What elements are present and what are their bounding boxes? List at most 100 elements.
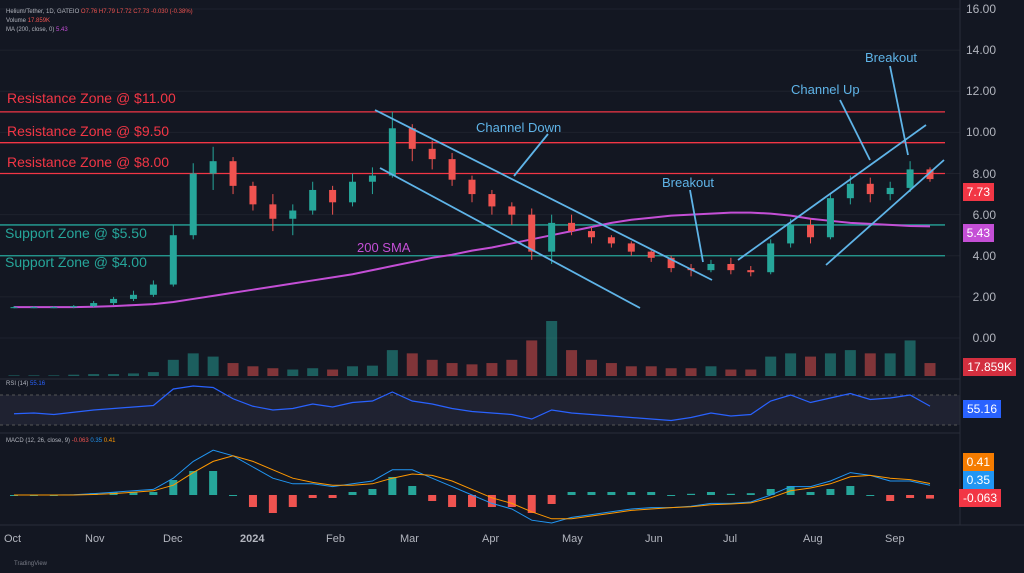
x-tick-label: Dec xyxy=(163,533,183,545)
volume-bar xyxy=(446,363,458,376)
volume-bar xyxy=(844,350,856,376)
macd-histogram-bar xyxy=(169,480,178,495)
macd-histogram-bar xyxy=(288,495,297,507)
channel-up-upper xyxy=(737,124,927,261)
macd-hist-badge: -0.063 xyxy=(958,489,1001,507)
volume-bar xyxy=(605,363,617,376)
candle-body xyxy=(727,263,735,271)
volume-bar xyxy=(8,375,20,376)
channel-down-upper xyxy=(374,109,713,281)
macd-histogram-bar xyxy=(209,471,218,495)
volume-bar xyxy=(426,359,438,376)
volume-bar xyxy=(805,356,817,376)
volume-bar xyxy=(765,356,777,376)
macd-histogram-bar xyxy=(746,493,755,495)
channel-down-lower xyxy=(379,167,641,309)
x-tick-label: Aug xyxy=(803,533,823,545)
candle-body xyxy=(548,222,556,252)
legend-ma-value: 5.43 xyxy=(56,27,68,33)
macd-histogram-bar xyxy=(806,492,815,495)
legend-macd-label: MACD (12, 26, close, 9) xyxy=(6,438,71,444)
volume-bar xyxy=(685,368,697,376)
volume-bar xyxy=(566,350,578,376)
macd-histogram-bar xyxy=(308,495,317,498)
breakout-arrow-2 xyxy=(889,65,909,156)
legend-volume-label: Volume xyxy=(6,18,27,24)
candle-body xyxy=(70,306,78,308)
x-tick-label: Sep xyxy=(885,533,905,545)
candle-body xyxy=(707,263,715,271)
candle-body xyxy=(587,231,595,238)
macd-histogram-bar xyxy=(368,489,377,495)
macd-histogram-bar xyxy=(647,492,656,495)
candle-body xyxy=(249,185,257,205)
candle-body xyxy=(886,187,894,195)
candle-body xyxy=(90,303,98,307)
breakout-label-1: Breakout xyxy=(662,175,715,190)
macd-histogram-bar xyxy=(886,495,895,501)
candle-body xyxy=(607,237,615,244)
volume-bar xyxy=(506,359,518,376)
volume-bar xyxy=(546,321,558,376)
macd-histogram-bar xyxy=(448,495,457,507)
volume-bar xyxy=(785,353,797,376)
candle-body xyxy=(508,206,516,215)
volume-bar xyxy=(884,353,896,376)
macd-histogram-bar xyxy=(129,492,138,495)
x-tick-label: Oct xyxy=(4,533,22,545)
breakout-label-2: Breakout xyxy=(865,50,918,65)
legend-rsi-value: 55.16 xyxy=(30,381,46,387)
resistance-9-5-label: Resistance Zone @ $9.50 xyxy=(7,123,170,139)
volume-bar xyxy=(108,374,120,376)
candle-body xyxy=(30,307,38,309)
x-tick-label: Mar xyxy=(400,533,419,545)
candle-body xyxy=(468,179,476,195)
macd-line-badge: 0.35 xyxy=(962,471,994,489)
macd-histogram-bar xyxy=(487,495,496,507)
volume-bar xyxy=(386,350,398,376)
legend-ma-label: MA (200, close, 0) xyxy=(6,27,55,33)
macd-signal-line xyxy=(14,455,931,520)
macd-histogram-bar xyxy=(687,493,696,495)
legend-macd-hist: -0.063 xyxy=(71,438,89,444)
macd-histogram-bar xyxy=(706,492,715,495)
candle-body xyxy=(209,161,217,174)
candle-body xyxy=(269,204,277,219)
legend-symbol: Helium/Tether, 1D, GATEIO O7.76 H7.79 L7… xyxy=(6,9,193,15)
candle-body xyxy=(866,183,874,195)
volume-bar xyxy=(88,374,100,376)
candle-body xyxy=(50,307,58,309)
candle-body xyxy=(627,243,635,252)
sma-label: 200 SMA xyxy=(357,240,411,255)
volume-bar xyxy=(48,375,60,376)
volume-bar xyxy=(705,366,717,376)
candle-body xyxy=(309,189,317,211)
macd-histogram-bar xyxy=(547,495,556,504)
candle-body xyxy=(289,210,297,219)
y-tick-label: 10.00 xyxy=(965,125,996,140)
tradingview-logo[interactable]: TradingView xyxy=(14,561,48,567)
y-tick-label: 4.00 xyxy=(972,248,996,263)
rsi-line xyxy=(13,385,931,422)
legend-volume-value: 17.859K xyxy=(27,18,51,24)
y-tick-label: 6.00 xyxy=(972,207,996,222)
candle-body xyxy=(568,222,576,232)
candle-body xyxy=(428,148,436,160)
legend-rsi: RSI (14) 55.16 xyxy=(6,381,45,387)
candle-body xyxy=(388,128,396,176)
macd-histogram-bar xyxy=(149,492,158,495)
volume-bar xyxy=(247,366,259,376)
macd-histogram-bar xyxy=(866,495,875,496)
volume-bar xyxy=(366,365,378,376)
macd-histogram-bar xyxy=(268,495,277,513)
x-tick-label: Feb xyxy=(326,533,345,545)
volume-bar xyxy=(406,353,418,376)
volume-bar xyxy=(347,366,359,376)
candle-body xyxy=(767,243,775,273)
macd-histogram-bar xyxy=(468,495,476,507)
channel-down-label: Channel Down xyxy=(476,120,562,135)
candle-body xyxy=(129,294,137,299)
volume-bar xyxy=(227,363,239,376)
candle-body xyxy=(349,181,357,203)
